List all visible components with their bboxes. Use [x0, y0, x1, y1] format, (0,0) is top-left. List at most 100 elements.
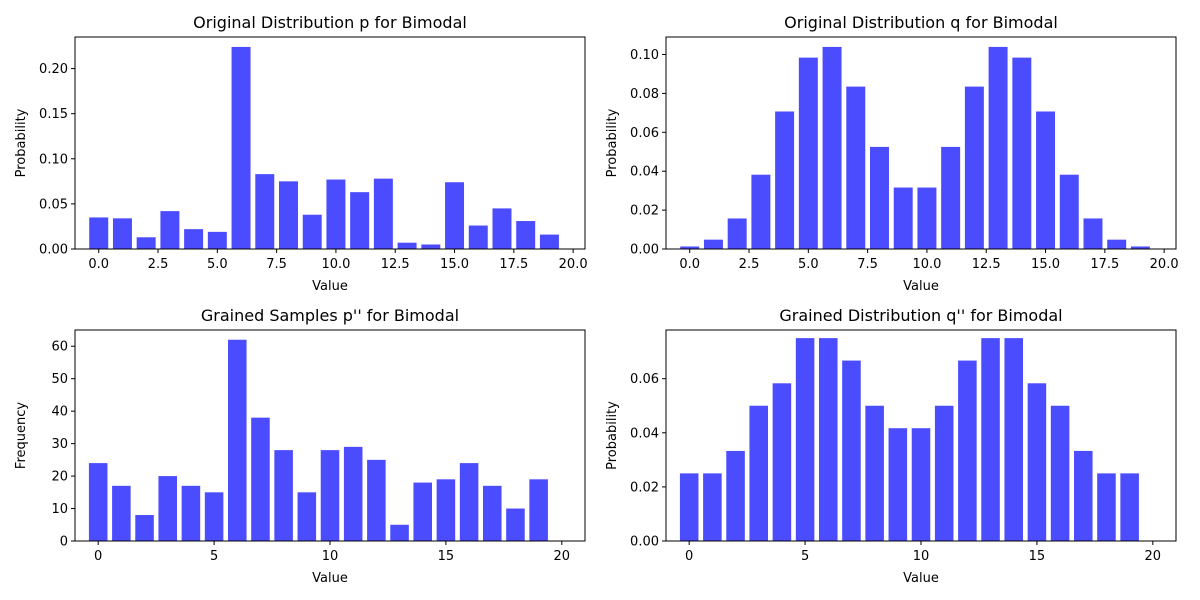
bar — [367, 459, 386, 541]
y-tick-label: 0.06 — [630, 372, 659, 387]
bar — [492, 208, 512, 249]
bar — [468, 225, 488, 249]
axes-frame — [665, 36, 1177, 250]
x-tick-label: 15.0 — [440, 257, 469, 272]
bar — [231, 46, 251, 249]
x-tick-label: 17.5 — [499, 257, 528, 272]
x-tick-label: 10.0 — [912, 257, 941, 272]
y-axis-label: Probability — [14, 108, 29, 177]
y-tick-label: 0 — [60, 535, 68, 550]
bar — [436, 479, 456, 541]
bar — [865, 405, 884, 541]
bar — [539, 234, 559, 249]
bar — [184, 229, 204, 249]
x-tick-label: 12.5 — [972, 257, 1001, 272]
bar — [934, 405, 954, 541]
y-tick-label: 60 — [51, 340, 68, 355]
y-tick-label: 0.05 — [39, 197, 68, 212]
bar — [679, 473, 699, 541]
chart-panel-4: 0 5 10 15 20 0.00 0.02 0.04 0.06 Grained Distribu… — [605, 306, 1177, 586]
bar — [343, 446, 363, 541]
bar — [1059, 174, 1079, 249]
bar — [88, 463, 108, 541]
bar — [1012, 57, 1032, 250]
bar — [390, 524, 409, 541]
bar — [1074, 450, 1093, 541]
bar — [228, 339, 247, 541]
bar — [888, 428, 908, 541]
bar — [846, 86, 866, 249]
bar — [795, 338, 815, 541]
y-tick-label: 0.00 — [630, 243, 659, 258]
bar — [421, 244, 441, 249]
axes-frame — [74, 36, 586, 250]
bar — [112, 218, 132, 249]
bar — [251, 417, 270, 541]
x-tick-label: 5.0 — [207, 257, 228, 272]
bar — [326, 179, 346, 249]
x-tick-label: 12.5 — [381, 257, 410, 272]
bar — [749, 405, 768, 541]
bar — [350, 192, 370, 249]
bar — [112, 485, 131, 541]
y-tick-label: 0.02 — [630, 204, 659, 219]
bar — [158, 476, 177, 541]
x-tick-label: 20 — [554, 549, 571, 564]
x-tick-label: 5 — [210, 549, 218, 564]
bar — [964, 86, 984, 249]
bar — [703, 473, 722, 541]
x-tick-label: 20.0 — [559, 257, 588, 272]
bar — [483, 485, 502, 541]
bar — [160, 211, 180, 249]
bar — [1083, 218, 1103, 249]
chart-title: Original Distribution p for Bimodal — [193, 13, 467, 32]
x-axis-label: Value — [903, 571, 939, 586]
x-tick-label: 20.0 — [1150, 257, 1179, 272]
y-tick-label: 0.04 — [630, 165, 659, 180]
y-axis-label: Probability — [605, 108, 620, 177]
y-tick-label: 30 — [51, 437, 68, 452]
bar — [459, 463, 479, 541]
bar — [703, 239, 723, 249]
chart-title: Original Distribution q for Bimodal — [784, 13, 1058, 32]
bar — [870, 146, 889, 249]
x-tick-label: 0.0 — [88, 257, 109, 272]
bar — [320, 450, 340, 541]
y-tick-label: 0.10 — [39, 152, 68, 167]
bar — [413, 482, 432, 541]
x-tick-label: 2.5 — [148, 257, 169, 272]
chart-panel-3: 0 5 10 15 20 0 10 20 30 40 50 60 Grained Samples p''… — [14, 306, 586, 586]
chart-panel-1: 0.0 2.5 5.0 7.5 10.0 12.5 15.0 17.5 20.0 0.00 0.05… — [14, 13, 588, 294]
x-tick-label: 7.5 — [266, 257, 287, 272]
x-tick-label: 7.5 — [857, 257, 878, 272]
bar — [1036, 111, 1056, 250]
x-tick-label: 10 — [322, 549, 339, 564]
x-tick-label: 0.0 — [679, 257, 700, 272]
y-axis-label: Probability — [605, 401, 620, 470]
bar — [204, 492, 224, 541]
x-axis-label: Value — [312, 571, 348, 586]
bar — [1097, 473, 1116, 541]
y-tick-label: 0.15 — [39, 107, 68, 122]
bar — [893, 187, 913, 249]
x-tick-label: 5 — [801, 549, 809, 564]
bar — [529, 479, 548, 541]
bar — [726, 450, 745, 541]
x-tick-label: 0 — [685, 549, 693, 564]
y-tick-label: 0.08 — [630, 87, 659, 102]
y-tick-label: 40 — [51, 405, 68, 420]
bar — [1004, 338, 1023, 541]
x-axis-label: Value — [312, 279, 348, 294]
bar — [981, 338, 1000, 541]
y-tick-label: 0.00 — [39, 243, 68, 258]
bar — [941, 146, 961, 249]
bar — [516, 221, 536, 249]
bar — [917, 187, 937, 249]
bar — [135, 515, 154, 541]
bar — [772, 383, 792, 541]
bar — [181, 485, 201, 541]
y-tick-label: 0.06 — [630, 126, 659, 141]
bar — [775, 111, 795, 250]
x-axis-label: Value — [903, 279, 939, 294]
bar — [136, 237, 156, 249]
